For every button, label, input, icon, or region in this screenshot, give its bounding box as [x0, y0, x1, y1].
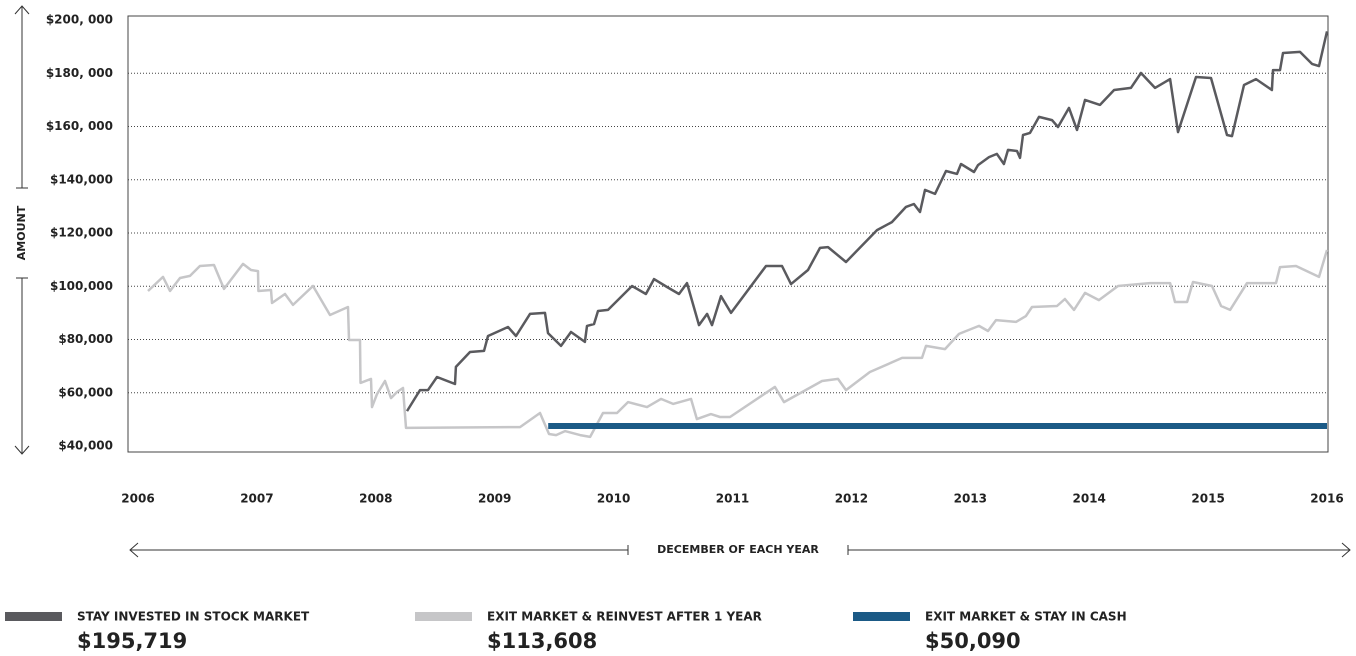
plot-frame — [127, 15, 1329, 453]
y-axis-title: AMOUNT — [15, 205, 28, 260]
y-tick-label: $40,000 — [58, 439, 113, 453]
x-tick-label: 2010 — [597, 492, 630, 506]
y-tick-label: $60,000 — [58, 385, 113, 399]
x-tick-label: 2008 — [359, 492, 392, 506]
y-tick-label: $180, 000 — [46, 66, 113, 80]
legend-label: EXIT MARKET & STAY IN CASH — [925, 610, 1127, 624]
y-tick-label: $100,000 — [50, 279, 113, 293]
legend-summary: $195,719 — [77, 629, 187, 653]
x-axis-title: DECEMBER OF EACH YEAR — [657, 543, 819, 556]
x-axis-arrow — [129, 542, 1351, 558]
legend-label: EXIT MARKET & REINVEST AFTER 1 YEAR — [487, 610, 762, 624]
y-tick-label: $160, 000 — [46, 119, 113, 133]
legend-summary: $113,608 — [487, 629, 597, 653]
y-tick-label: $80,000 — [58, 332, 113, 346]
x-tick-label: 2009 — [478, 492, 511, 506]
series-line — [147, 249, 1329, 439]
legend-swatch — [5, 612, 62, 621]
x-tick-label: 2012 — [835, 492, 868, 506]
series-line — [405, 31, 1329, 412]
y-axis-arrow — [14, 5, 30, 455]
legend-swatch — [415, 612, 472, 621]
legend-summary: $50,090 — [925, 629, 1021, 653]
legend-swatch — [853, 612, 910, 621]
x-tick-label: 2013 — [954, 492, 987, 506]
x-tick-label: 2007 — [240, 492, 273, 506]
x-tick-label: 2016 — [1310, 492, 1343, 506]
x-tick-label: 2006 — [121, 492, 154, 506]
y-tick-label: $200, 000 — [46, 13, 113, 27]
x-tick-label: 2014 — [1072, 492, 1105, 506]
y-tick-label: $120,000 — [50, 226, 113, 240]
legend-label: STAY INVESTED IN STOCK MARKET — [77, 610, 310, 624]
y-tick-label: $140,000 — [50, 172, 113, 186]
x-tick-label: 2011 — [716, 492, 749, 506]
x-tick-label: 2015 — [1191, 492, 1224, 506]
